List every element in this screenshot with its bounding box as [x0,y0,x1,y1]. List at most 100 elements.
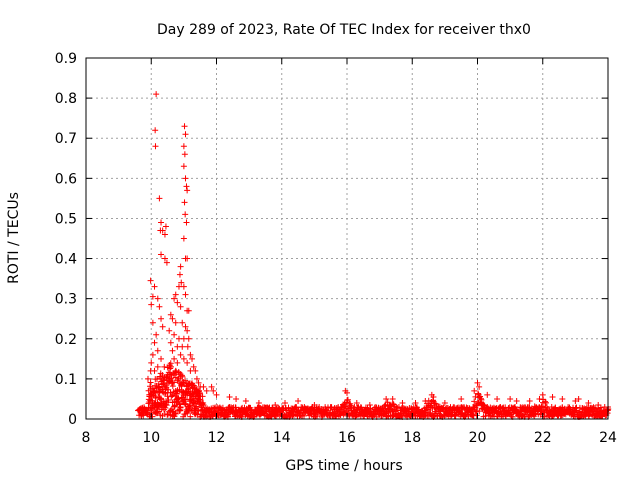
y-tick-label: 0.8 [55,91,77,107]
data-point [182,131,189,138]
data-point [484,391,491,398]
data-point [367,405,374,412]
data-point [327,403,334,410]
data-point [177,263,184,270]
chart-grid [86,58,608,419]
data-point [161,255,168,262]
data-point [152,127,159,134]
y-tick-label: 0 [68,412,77,428]
data-point [167,311,174,318]
x-tick-label: 22 [534,430,552,446]
data-point [208,383,215,390]
y-tick-label: 0.6 [55,171,77,187]
x-tick-label: 24 [599,430,617,446]
y-tick-label: 0.9 [55,51,77,67]
data-point [148,359,155,366]
data-point [157,227,164,234]
data-point [149,319,156,326]
data-point [180,235,187,242]
data-point [193,403,200,410]
data-point [151,367,158,374]
data-point [158,251,165,258]
data-point [163,402,170,409]
data-point [153,91,160,98]
data-point [185,307,192,314]
data-point [542,399,549,406]
data-point [526,397,533,404]
data-point [159,323,166,330]
data-point [471,398,478,405]
data-point [585,399,592,406]
data-point [200,383,207,390]
data-point [166,327,173,334]
data-point [452,413,459,420]
data-point [177,351,184,358]
data-point [169,392,176,399]
data-point [164,371,171,378]
data-point [189,355,196,362]
data-point [200,401,207,408]
data-point [441,399,448,406]
data-point [476,383,483,390]
x-tick-label: 18 [403,430,421,446]
data-point [172,367,179,374]
data-point [156,303,163,310]
data-point [383,395,390,402]
y-tick-label: 0.7 [55,131,77,147]
data-point [187,351,194,358]
data-point [389,395,396,402]
data-point [154,363,161,370]
data-point [153,409,160,416]
data-point [162,223,169,230]
data-point [185,385,192,392]
data-point [366,401,373,408]
data-point [179,343,186,350]
data-point [572,397,579,404]
data-point [175,395,182,402]
data-point [190,382,197,389]
x-tick-label: 16 [338,430,356,446]
data-point [344,389,350,396]
data-point [176,271,183,278]
data-point [179,373,186,380]
data-point [295,397,302,404]
data-point [513,397,520,404]
data-point [163,259,170,266]
data-point [542,398,549,405]
data-point [473,412,480,419]
data-point [178,279,185,286]
x-tick-label: 14 [273,430,291,446]
data-point [575,395,582,402]
data-point [213,391,220,398]
data-point [161,363,168,370]
x-axis-label: GPS time / hours [285,458,402,474]
data-point [159,388,166,395]
x-tick-label: 10 [142,430,160,446]
data-point [151,339,158,346]
data-point [162,385,169,392]
data-point [152,143,159,150]
data-point [265,405,272,412]
data-point [210,387,217,394]
data-point [353,399,360,406]
data-point [174,299,181,306]
data-point [182,175,189,182]
data-point [468,407,475,414]
data-point [199,393,206,400]
data-point [190,363,197,370]
data-point [458,395,465,402]
data-point [171,295,178,302]
data-point [478,396,485,403]
y-tick-label: 0.3 [55,292,77,308]
data-point [395,403,402,410]
data-point [183,219,190,226]
data-point [157,395,164,402]
data-point [169,347,176,354]
y-tick-label: 0.5 [55,211,77,227]
data-point [147,379,154,386]
data-point [597,404,604,411]
data-point [471,387,478,394]
data-point [180,283,187,290]
y-tick-labels: 0 0.1 0.2 0.3 0.4 0.5 0.6 0.7 0.8 0.9 [55,51,77,428]
